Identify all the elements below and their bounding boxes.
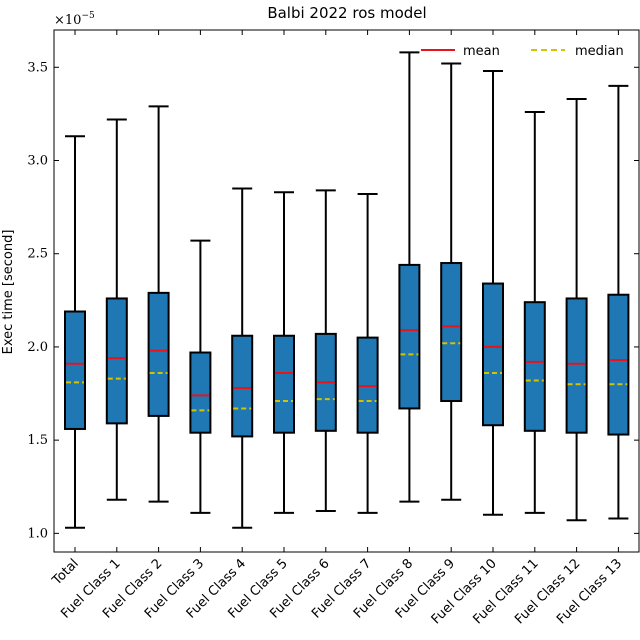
iqr-box: [273, 334, 295, 434]
iqr-box: [189, 351, 212, 434]
iqr-box: [482, 282, 504, 427]
y-multiplier-base: ×10: [54, 13, 81, 28]
box-8: [398, 51, 421, 503]
box-5: [273, 191, 295, 514]
y-axis-label: Exec time [second]: [1, 230, 16, 355]
y-tick-label: 3.5: [27, 60, 48, 75]
y-axis-multiplier: ×10−5: [54, 11, 95, 28]
y-tick-label: 1.0: [27, 526, 48, 541]
box-9: [440, 62, 463, 501]
box-2: [147, 105, 170, 503]
iqr-box: [398, 263, 421, 410]
y-tick-label: 3.0: [27, 154, 48, 169]
axes-frame: [53, 29, 640, 553]
box-13: [607, 84, 630, 520]
y-tick-label: 2.0: [27, 340, 48, 355]
legend-median-label: median: [575, 44, 624, 59]
y-tick-label: 2.5: [27, 247, 48, 262]
box-1: [105, 118, 128, 501]
iqr-box: [147, 291, 170, 417]
box-4: [231, 187, 254, 529]
chart-title: Balbi 2022 ros model: [267, 4, 426, 22]
box-7: [356, 193, 379, 514]
x-tick-label: Total: [49, 556, 82, 589]
iqr-box: [105, 297, 128, 425]
iqr-box: [440, 262, 463, 402]
box-3: [189, 239, 212, 514]
iqr-box: [64, 310, 86, 430]
box-10: [482, 70, 504, 516]
legend: mean median: [421, 44, 624, 59]
box-11: [523, 111, 546, 514]
iqr-box: [565, 297, 588, 434]
legend-mean-label: mean: [463, 44, 500, 59]
iqr-box: [607, 293, 630, 436]
box-0: [64, 135, 86, 529]
y-multiplier-exponent: −5: [81, 11, 95, 21]
box-12: [565, 97, 588, 522]
iqr-box: [231, 334, 254, 438]
box-6: [314, 189, 337, 512]
iqr-box: [523, 301, 546, 432]
y-tick-label: 1.5: [27, 433, 48, 448]
